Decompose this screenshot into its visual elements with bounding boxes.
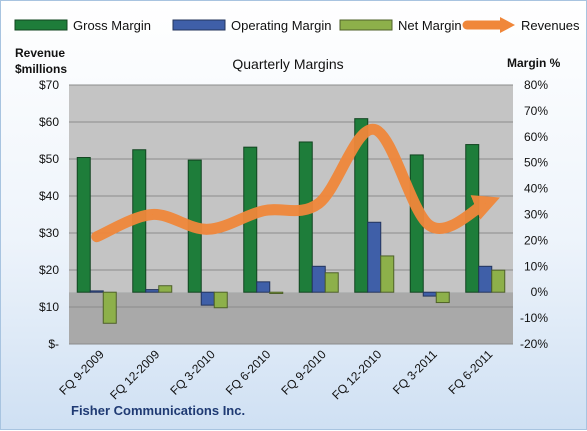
bar-gross-margin — [298, 141, 313, 293]
legend-swatch — [14, 19, 68, 31]
bar-net-margin — [324, 272, 339, 293]
bar-operating-margin — [478, 265, 493, 293]
right-tick-label: 0% — [531, 285, 549, 299]
category-label: FQ 9-2010 — [278, 347, 329, 398]
category-label: FQ 9-2009 — [56, 347, 107, 398]
right-tick-label: 80% — [524, 78, 548, 92]
left-tick-label: $20 — [39, 263, 59, 277]
category-label: FQ 6-2010 — [223, 347, 274, 398]
revenue-point — [429, 225, 431, 227]
left-axis-title-line2: $millions — [15, 62, 67, 76]
left-tick-label: $60 — [39, 115, 59, 129]
chart-title: Quarterly Margins — [232, 56, 343, 72]
bar-operating-margin — [422, 291, 437, 297]
legend-label: Gross Margin — [73, 18, 151, 33]
right-tick-label: 50% — [524, 156, 548, 170]
category-label: FQ 3-2011 — [390, 347, 440, 397]
legend-swatch — [339, 19, 393, 31]
bar-operating-margin — [89, 290, 104, 293]
left-tick-label: $70 — [39, 78, 59, 92]
bar-net-margin — [380, 255, 395, 293]
left-axis-title-line1: Revenue — [15, 46, 65, 60]
category-label: FQ 3-2010 — [167, 347, 218, 398]
legend-label: Operating Margin — [231, 18, 331, 33]
bar-net-margin — [435, 291, 450, 304]
right-tick-label: 40% — [524, 182, 548, 196]
revenue-point — [373, 128, 375, 130]
legend-label: Net Margin — [398, 18, 462, 33]
revenue-point — [96, 236, 98, 238]
category-label: FQ 6-2011 — [446, 347, 496, 397]
revenue-point — [318, 202, 320, 204]
bar-operating-margin — [311, 265, 326, 293]
legend-label: Revenues — [521, 18, 580, 33]
bar-net-margin — [158, 285, 173, 293]
category-label: FQ 12-2009 — [107, 347, 162, 402]
bar-net-margin — [491, 269, 506, 293]
left-tick-label: $- — [48, 337, 59, 351]
bar-gross-margin — [76, 157, 91, 293]
right-tick-label: -20% — [520, 337, 548, 351]
revenue-point — [262, 210, 264, 212]
bar-operating-margin — [145, 289, 160, 293]
left-tick-label: $30 — [39, 226, 59, 240]
bar-operating-margin — [200, 291, 215, 306]
bar-net-margin — [102, 291, 117, 324]
right-tick-label: 60% — [524, 130, 548, 144]
company-name: Fisher Communications Inc. — [71, 403, 245, 418]
bar-net-margin — [213, 291, 228, 309]
left-tick-label: $10 — [39, 300, 59, 314]
revenue-point — [207, 228, 209, 230]
category-label: FQ 12-2010 — [329, 347, 384, 402]
bar-operating-margin — [367, 221, 382, 293]
legend-arrow-icon — [500, 17, 515, 33]
right-tick-label: -10% — [520, 311, 548, 325]
right-tick-label: 20% — [524, 233, 548, 247]
revenue-point — [151, 214, 153, 215]
right-tick-label: 30% — [524, 208, 548, 222]
bar-operating-margin — [256, 281, 271, 293]
bar-net-margin — [269, 291, 284, 294]
bar-gross-margin — [354, 118, 369, 293]
legend-swatch — [172, 19, 226, 31]
right-axis-title: Margin % — [507, 56, 561, 70]
right-tick-label: 10% — [524, 259, 548, 273]
revenue-point — [484, 202, 486, 204]
left-tick-label: $50 — [39, 152, 59, 166]
right-tick-label: 70% — [524, 104, 548, 118]
left-tick-label: $40 — [39, 189, 59, 203]
